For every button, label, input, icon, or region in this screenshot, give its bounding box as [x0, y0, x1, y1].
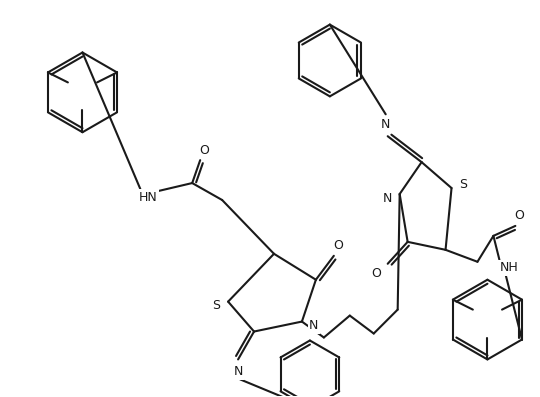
Text: S: S — [460, 177, 468, 191]
Text: N: N — [383, 191, 393, 204]
Text: O: O — [515, 210, 524, 222]
Text: O: O — [371, 267, 381, 280]
Text: NH: NH — [500, 261, 519, 274]
Text: N: N — [309, 319, 319, 332]
Text: HN: HN — [139, 191, 158, 204]
Text: O: O — [199, 144, 209, 157]
Text: O: O — [333, 239, 343, 252]
Text: S: S — [212, 299, 220, 312]
Text: N: N — [381, 118, 390, 131]
Text: N: N — [233, 365, 243, 378]
